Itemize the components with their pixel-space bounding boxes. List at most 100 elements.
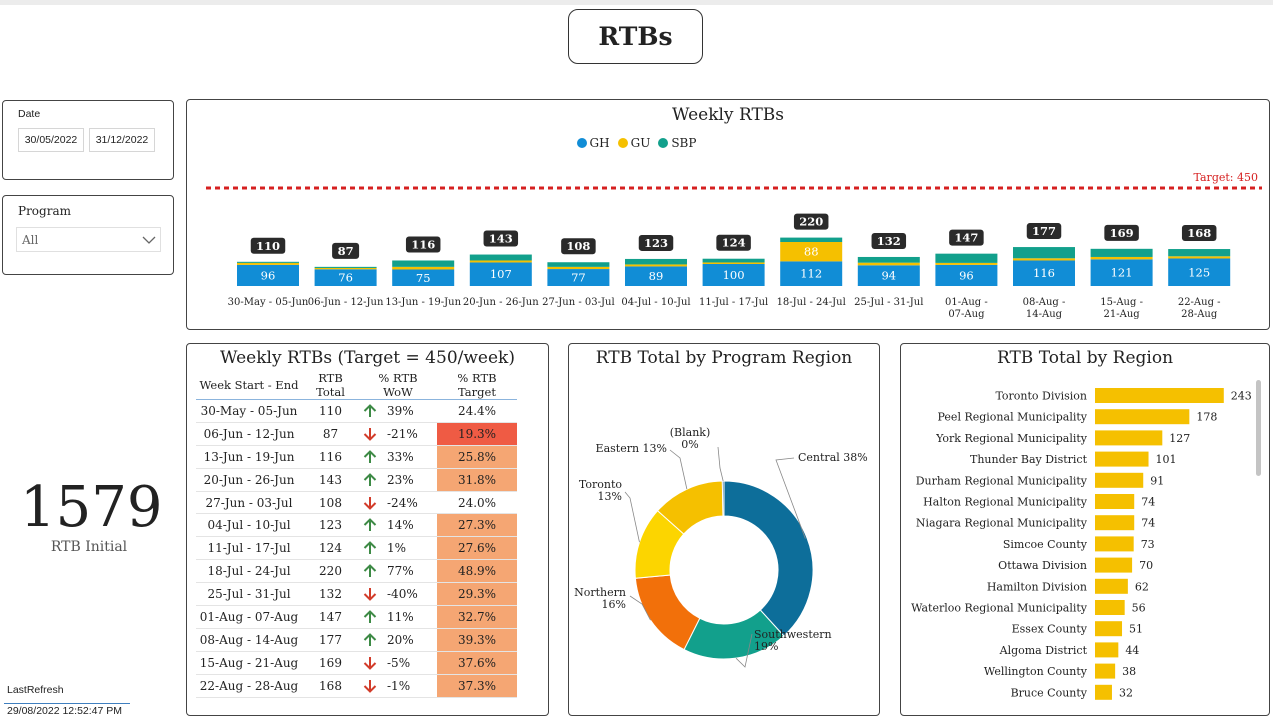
legend-item-gu[interactable]: GU — [617, 136, 650, 150]
bar-gh-4[interactable] — [547, 269, 610, 286]
region-value-halton-regional-municipality: 74 — [1141, 496, 1155, 509]
bar-gh-8[interactable] — [857, 265, 920, 286]
legend-item-sbp[interactable]: SBP — [658, 136, 696, 150]
bar-gh-7[interactable] — [780, 261, 843, 286]
x-tick-label-12: 22-Aug -28-Aug — [1178, 297, 1221, 320]
region-scrollbar[interactable] — [1256, 380, 1261, 476]
region-bar-niagara-regional-municipality[interactable] — [1095, 515, 1135, 531]
table-row[interactable]: 06-Jun - 12-Jun 87 -21% 19.3% — [196, 422, 517, 446]
region-label-thunder-bay-district: Thunder Bay District — [970, 453, 1088, 466]
bar-sbp-7[interactable] — [780, 237, 843, 242]
bar-sbp-2[interactable] — [392, 260, 455, 267]
date-end-input[interactable]: 31/12/2022 — [89, 128, 155, 152]
table-row[interactable]: 11-Jul - 17-Jul 124 1% 27.6% — [196, 536, 517, 561]
bar-sbp-0[interactable] — [237, 261, 299, 263]
col-header-target[interactable]: % RTB Target — [437, 371, 517, 400]
program-dropdown[interactable]: All — [16, 227, 161, 252]
region-bar-algoma-district[interactable] — [1095, 642, 1119, 658]
donut-slice-blank[interactable] — [721, 480, 725, 517]
bar-gh-10[interactable] — [1013, 260, 1075, 286]
bar-sbp-5[interactable] — [625, 258, 687, 265]
bar-sbp-8[interactable] — [857, 256, 920, 263]
legend-item-gh[interactable]: GH — [576, 136, 610, 150]
bar-gh-label-10: 116 — [1033, 266, 1055, 280]
bar-gu-8[interactable] — [857, 262, 920, 266]
bar-sbp-4[interactable] — [547, 262, 610, 267]
bar-gh-1[interactable] — [314, 269, 377, 286]
bar-gu-9[interactable] — [935, 262, 998, 265]
region-value-ottawa-division: 70 — [1139, 559, 1153, 572]
bar-gh-2[interactable] — [392, 269, 455, 287]
col-header-wow[interactable]: % RTB WoW — [359, 371, 437, 400]
bar-gh-0[interactable] — [237, 264, 299, 286]
bar-sbp-1[interactable] — [314, 266, 377, 268]
table-row[interactable]: 22-Aug - 28-Aug 168 -1% 37.3% — [196, 674, 517, 698]
bar-sbp-6[interactable] — [702, 258, 765, 263]
col-header-total[interactable]: RTB Total — [302, 371, 359, 400]
region-bar-wellington-county[interactable] — [1095, 663, 1116, 679]
region-bar-toronto-division[interactable] — [1095, 388, 1224, 403]
region-bar-chart: Toronto Division 243 Peel Regional Municip… — [911, 388, 1252, 700]
table-row[interactable]: 01-Aug - 07-Aug 147 11% 32.7% — [196, 605, 517, 629]
region-bar-bruce-county[interactable] — [1095, 684, 1112, 700]
x-tick-label-2: 13-Jun - 19-Jun — [385, 297, 461, 308]
region-bar-york-regional-municipality[interactable] — [1095, 430, 1163, 446]
region-bar-essex-county[interactable] — [1095, 621, 1123, 637]
bar-gu-1[interactable] — [314, 267, 377, 270]
region-bar-peel-regional-municipality[interactable] — [1095, 409, 1190, 425]
bar-gu-4[interactable] — [547, 266, 610, 270]
donut-slice-northern[interactable] — [634, 574, 701, 651]
program-region-title: RTB Total by Program Region — [595, 348, 853, 368]
cell-target: 27.6% — [437, 536, 517, 561]
table-row[interactable]: 13-Jun - 19-Jun 116 33% 25.8% — [196, 445, 517, 469]
table-row[interactable]: 25-Jul - 31-Jul 132 -40% 29.3% — [196, 582, 517, 607]
donut-slice-central[interactable] — [723, 480, 814, 637]
region-bar-halton-regional-municipality[interactable] — [1095, 494, 1135, 509]
region-bar-thunder-bay-district[interactable] — [1095, 451, 1149, 467]
bar-sbp-12[interactable] — [1168, 249, 1231, 257]
table-row[interactable]: 20-Jun - 26-Jun 143 23% 31.8% — [196, 468, 517, 492]
cell-week: 08-Aug - 14-Aug — [196, 628, 302, 652]
bar-gu-6[interactable] — [702, 262, 765, 264]
cell-trend — [359, 605, 381, 629]
bar-gu-0[interactable] — [237, 262, 299, 265]
cell-wow: 77% — [381, 559, 437, 584]
bar-gu-2[interactable] — [392, 266, 455, 270]
region-bar-durham-regional-municipality[interactable] — [1095, 472, 1144, 488]
bar-gh-3[interactable] — [469, 262, 532, 286]
table-row[interactable]: 30-May - 05-Jun 110 39% 24.4% — [196, 399, 517, 423]
bar-gu-5[interactable] — [625, 264, 687, 267]
bar-gu-label-7: 88 — [804, 245, 819, 259]
bar-gu-7[interactable] — [780, 242, 843, 262]
bar-gh-12[interactable] — [1168, 258, 1231, 287]
bar-sbp-3[interactable] — [469, 254, 532, 261]
bar-gu-10[interactable] — [1013, 258, 1075, 261]
cell-week: 18-Jul - 24-Jul — [196, 559, 302, 584]
weekly-rtbs-chart-panel: Weekly RTBs — [186, 99, 1270, 330]
region-bar-waterloo-regional-municipality[interactable] — [1095, 600, 1125, 615]
bar-sbp-9[interactable] — [935, 253, 998, 263]
table-row[interactable]: 27-Jun - 03-Jul 108 -24% 24.0% — [196, 491, 517, 515]
bar-gh-6[interactable] — [702, 264, 765, 286]
region-bar-ottawa-division[interactable] — [1095, 557, 1133, 573]
table-row[interactable]: 15-Aug - 21-Aug 169 -5% 37.6% — [196, 651, 517, 675]
bar-gh-9[interactable] — [935, 264, 998, 286]
table-row[interactable]: 04-Jul - 10-Jul 123 14% 27.3% — [196, 513, 517, 538]
date-start-input[interactable]: 30/05/2022 — [18, 128, 84, 152]
bar-gu-11[interactable] — [1090, 256, 1153, 260]
bar-gh-11[interactable] — [1090, 259, 1153, 286]
region-value-hamilton-division: 62 — [1135, 580, 1149, 593]
bar-sbp-11[interactable] — [1090, 248, 1153, 257]
region-bar-hamilton-division[interactable] — [1095, 578, 1128, 594]
table-row[interactable]: 08-Aug - 14-Aug 177 20% 39.3% — [196, 628, 517, 652]
bar-gh-5[interactable] — [625, 266, 687, 286]
bar-gu-12[interactable] — [1168, 256, 1231, 259]
cell-total: 124 — [302, 536, 359, 561]
bar-sbp-10[interactable] — [1013, 247, 1075, 259]
table-row[interactable]: 18-Jul - 24-Jul 220 77% 48.9% — [196, 559, 517, 584]
col-header-week[interactable]: Week Start - End — [196, 371, 302, 400]
bar-gu-3[interactable] — [469, 260, 532, 263]
region-bar-simcoe-county[interactable] — [1095, 536, 1134, 552]
bar-gh-label-1: 76 — [338, 271, 353, 285]
bar-gh-label-8: 94 — [881, 269, 896, 283]
